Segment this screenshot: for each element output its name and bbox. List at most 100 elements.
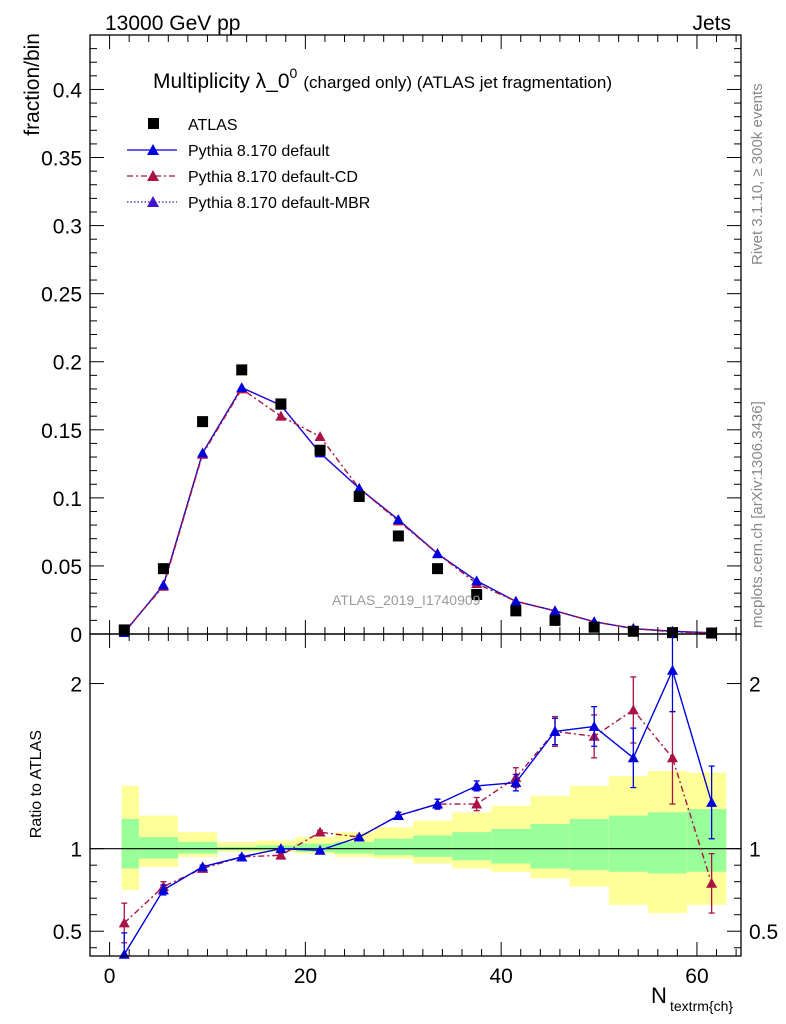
ratio-point-pythia-8-170-default-cd — [314, 826, 326, 837]
legend-label-default-cd: Pythia 8.170 default-CD — [188, 169, 358, 186]
main-point-pythia-8-170-default-cd — [314, 431, 326, 442]
ratio-y-tick-label: 0.5 — [749, 921, 778, 944]
ratio-point-pythia-8-170-default-cd — [627, 704, 639, 715]
main-point-pythia-8-170-default — [471, 575, 483, 586]
main-point-atlas — [549, 614, 561, 626]
y-axis-label: fraction/bin — [21, 33, 44, 136]
ratio-point-pythia-8-170-default — [627, 752, 639, 763]
ratio-y-tick-label: 1 — [749, 839, 761, 862]
ratio-point-pythia-8-170-default — [353, 831, 365, 842]
main-point-pythia-8-170-default — [549, 605, 561, 616]
ratio-point-pythia-8-170-default — [706, 796, 718, 807]
main-point-atlas — [510, 605, 522, 617]
legend-marker-default — [147, 144, 159, 155]
ratio-band-inner — [413, 835, 453, 857]
main-y-tick-label: 0.4 — [53, 79, 83, 102]
main-point-atlas — [118, 624, 130, 636]
main-point-pythia-8-170-default — [432, 548, 444, 559]
ratio-band-inner — [452, 832, 492, 861]
ratio-band-inner — [121, 818, 139, 869]
header-left: 13000 GeV pp — [105, 12, 240, 35]
main-point-atlas — [627, 625, 639, 637]
ratio-band-inner — [295, 843, 335, 852]
main-point-atlas — [314, 444, 326, 456]
ratio-point-pythia-8-170-default — [471, 780, 483, 791]
ratio-point-pythia-8-170-default-cd — [666, 752, 678, 763]
legend-marker-default-cd — [147, 170, 159, 181]
ratio-point-pythia-8-170-default — [314, 844, 326, 855]
legend-entry-default-cd: Pythia 8.170 default-CD — [127, 169, 358, 186]
main-point-atlas — [432, 563, 444, 575]
main-y-tick-label: 0 — [70, 624, 82, 647]
ratio-uncertainty-bands — [121, 771, 727, 914]
main-point-atlas — [353, 491, 365, 503]
ratio-y-tick-label: 0.5 — [53, 921, 82, 944]
main-point-atlas — [588, 621, 600, 633]
svg-text:Multiplicity λ_00(charged only: Multiplicity λ_00 (charged only) (ATLAS j… — [153, 65, 612, 93]
main-point-atlas — [392, 530, 404, 542]
chart-title: Multiplicity λ_00 (charged only) (ATLAS j… — [153, 65, 612, 93]
ratio-y-tick-label: 2 — [70, 674, 82, 697]
ratio-point-pythia-8-170-default-cd — [471, 798, 483, 809]
ratio-point-pythia-8-170-default — [118, 948, 130, 959]
main-y-tick-label: 0.15 — [41, 420, 82, 443]
ratio-band-inner — [608, 815, 648, 872]
legend-marker-atlas — [148, 118, 159, 129]
ratio-point-pythia-8-170-default — [588, 720, 600, 731]
main-y-tick-label: 0.1 — [53, 488, 82, 511]
ratio-band-inner — [178, 842, 218, 854]
ratio-point-pythia-8-170-default-cd — [275, 849, 287, 860]
legend-entry-atlas: ATLAS — [148, 117, 238, 134]
main-point-pythia-8-170-default — [353, 482, 365, 493]
ratio-line-pythia-8-170-default — [123, 668, 713, 955]
x-tick-label: 0 — [104, 965, 116, 988]
ratio-point-pythia-8-170-default — [432, 798, 444, 809]
ratio-band-inner — [138, 837, 179, 859]
main-point-atlas — [197, 416, 209, 428]
ratio-point-pythia-8-170-default — [197, 861, 209, 872]
header-right: Jets — [692, 12, 731, 35]
ratio-band-inner — [256, 845, 296, 851]
legend: ATLAS Pythia 8.170 default Pythia 8.170 … — [127, 117, 370, 212]
ratio-point-pythia-8-170-default — [666, 664, 678, 675]
main-point-pythia-8-170-default — [236, 382, 248, 392]
main-point-pythia-8-170-default-cd — [275, 410, 287, 421]
ratio-plot-frame — [89, 633, 742, 957]
main-y-tick-label: 0.3 — [53, 216, 82, 239]
main-point-atlas — [471, 589, 483, 601]
x-tick-label: 60 — [685, 965, 708, 988]
legend-marker-default-mbr — [147, 196, 159, 207]
ratio-band-inner — [373, 838, 414, 856]
ratio-point-pythia-8-170-default — [392, 810, 404, 821]
main-y-tick-label: 0.35 — [41, 148, 82, 171]
x-tick-label: 20 — [294, 965, 317, 988]
main-point-pythia-8-170-default — [157, 579, 169, 590]
svg-text:textrm{ch}: textrm{ch} — [670, 998, 733, 1014]
ratio-y-tick-label: 2 — [749, 674, 761, 697]
ratio-point-pythia-8-170-default — [157, 884, 169, 895]
legend-label-default-mbr: Pythia 8.170 default-MBR — [188, 195, 370, 212]
main-line-pythia-8-170-default-cd — [123, 387, 712, 634]
ratio-band-inner — [687, 809, 727, 872]
ratio-y-tick-label: 1 — [70, 839, 82, 862]
main-point-atlas — [157, 563, 169, 575]
ratio-band-inner — [334, 842, 374, 854]
x-tick-label: 40 — [489, 965, 512, 988]
rivet-label: Rivet 3.1.10, ≥ 300k events — [749, 83, 766, 265]
ratio-point-pythia-8-170-default — [236, 851, 248, 862]
svg-text:N: N — [651, 983, 667, 1008]
analysis-watermark: ATLAS_2019_I1740909 — [332, 592, 481, 608]
ratio-point-pythia-8-170-default — [549, 725, 561, 736]
main-point-pythia-8-170-default — [197, 447, 209, 458]
ratio-point-pythia-8-170-default-cd — [118, 917, 130, 928]
ratio-y-axis-label: Ratio to ATLAS — [28, 730, 45, 838]
main-point-atlas — [275, 398, 287, 410]
main-y-tick-label: 0.25 — [41, 284, 82, 307]
main-point-atlas — [666, 627, 678, 639]
legend-label-atlas: ATLAS — [188, 117, 238, 134]
main-point-atlas — [706, 627, 718, 639]
legend-entry-default: Pythia 8.170 default — [127, 143, 330, 160]
main-point-pythia-8-170-default — [510, 595, 522, 606]
main-point-atlas — [236, 364, 248, 376]
